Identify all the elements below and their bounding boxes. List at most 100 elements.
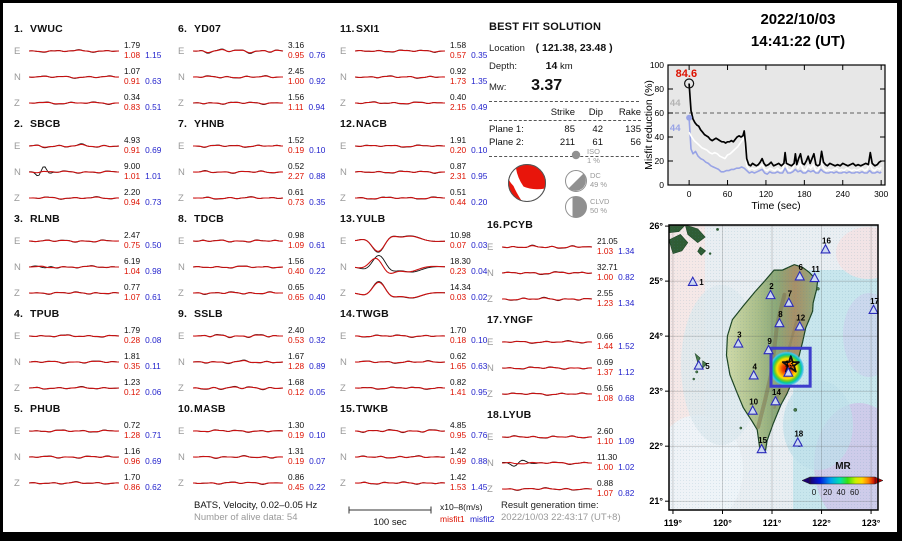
- trace-values: 2.45 1.00 0.92: [288, 67, 325, 86]
- waveform-trace: [193, 101, 284, 105]
- trace-values: 0.82 1.41 0.95: [450, 378, 487, 397]
- component-row-e: E 1.79 0.28 0.08: [14, 323, 174, 349]
- misfit-reduction-chart: 84.6 44 44 0 60 120 180 240 300 0 20 40 60 80 100 Time …: [643, 60, 889, 211]
- misfit1-value: 1.04: [124, 266, 141, 276]
- waveform-trace: [355, 281, 446, 299]
- search-region-box: [769, 346, 812, 388]
- trace-values: 2.20 0.94 0.73: [124, 188, 161, 207]
- waveform-trace: [355, 455, 446, 459]
- colorbar-tick-label: 0: [812, 488, 817, 497]
- misfit1-value: 1.41: [450, 387, 467, 397]
- y-tick-label: 0: [659, 180, 664, 190]
- waveform-trace: [502, 366, 593, 370]
- component-row-n: N 6.19 1.04 0.98: [14, 254, 174, 280]
- dc-icon: [565, 170, 587, 192]
- chart-annotation: 44: [670, 98, 681, 109]
- alive-data-count: Number of alive data: 54: [194, 512, 298, 524]
- peak-amplitude: 1.42: [450, 472, 467, 483]
- station-pcyb: 16.PCYB E 21.05 1.03 1.34 N 32.71 1.00 0.82 Z 2.55…: [487, 219, 647, 314]
- peak-amplitude: 0.82: [450, 377, 467, 388]
- component-label: Z: [340, 97, 346, 109]
- station-marker-4: [748, 369, 760, 380]
- map-lon-label: 119°: [664, 518, 683, 528]
- misfit2-value: 0.04: [471, 266, 488, 276]
- misfit1-value: 0.03: [450, 292, 467, 302]
- misfit2-value: 0.51: [145, 102, 162, 112]
- misfit1-value: 0.73: [288, 197, 305, 207]
- result-timestamp: 2022/10/03 22:43:17 (UT+8): [501, 512, 621, 524]
- component-label: E: [14, 45, 21, 57]
- station-sbcb: 2. SBCB E 4.93 0.91 0.69 N 9.00 1.01 1.01 Z 2.20 0.9…: [14, 118, 174, 213]
- trace-values: 1.42 0.99 0.88: [450, 447, 487, 466]
- component-row-e: E 2.60 1.10 1.09: [487, 424, 647, 450]
- component-row-n: N 1.56 0.40 0.22: [178, 254, 338, 280]
- waveform-trace: [502, 296, 593, 302]
- epicenter-star: [781, 355, 800, 373]
- waveform-trace: [29, 75, 120, 79]
- station-yd07: 6. YD07 E 3.16 0.95 0.76 N 2.45 1.00 0.92 Z 1.56 1.1…: [178, 23, 338, 118]
- station-title: 6. YD07: [178, 23, 222, 35]
- component-row-n: N 1.07 0.91 0.63: [14, 64, 174, 90]
- misfit1-value: 0.75: [124, 240, 141, 250]
- trace-values: 1.81 0.35 0.11: [124, 352, 161, 371]
- x-tick-label: 120: [759, 189, 773, 199]
- misfit1-value: 1.00: [288, 76, 305, 86]
- component-row-n: N 0.87 2.31 0.95: [340, 159, 500, 185]
- peak-amplitude: 1.07: [124, 66, 141, 77]
- colorbar-tick-label: 20: [823, 488, 832, 497]
- component-label: Z: [14, 192, 20, 204]
- time-scalebar: 100 sec: [348, 506, 432, 528]
- component-row-e: E 1.91 0.20 0.10: [340, 133, 500, 159]
- waveform-trace: [193, 359, 284, 365]
- component-label: E: [14, 330, 21, 342]
- misfit1-value: 0.83: [124, 102, 141, 112]
- map-lat-label: 21°: [649, 496, 663, 506]
- trace-values: 14.34 0.03 0.02: [450, 283, 487, 302]
- misfit1-value: 0.96: [124, 456, 141, 466]
- component-row-n: N 11.30 1.00 1.02: [487, 450, 647, 476]
- station-marker-16: [820, 243, 831, 254]
- component-label: Z: [14, 382, 20, 394]
- component-label: N: [14, 451, 21, 463]
- map-lat-label: 23°: [649, 386, 663, 396]
- waveform-trace: [193, 455, 284, 459]
- waveform-trace: [355, 360, 446, 364]
- station-number-label: 16: [822, 236, 831, 245]
- misfit1-value: 0.91: [124, 145, 141, 155]
- trace-values: 2.47 0.75 0.50: [124, 231, 161, 250]
- map-frame: [668, 224, 879, 511]
- peak-amplitude: 1.79: [124, 325, 141, 336]
- station-marker-6: [794, 270, 806, 281]
- data-info-footer: BATS, Velocity, 0.02–0.05 Hz Number of a…: [194, 500, 317, 525]
- misfit1-value: 1.53: [450, 482, 467, 492]
- misfit1-value: 1.44: [597, 341, 614, 351]
- trace-values: 0.86 0.45 0.22: [288, 473, 325, 492]
- misfit1-value: 1.08: [124, 50, 141, 60]
- component-label: E: [14, 235, 21, 247]
- trace-values: 1.42 1.53 1.45: [450, 473, 487, 492]
- misfit1-value: 1.09: [288, 240, 305, 250]
- peak-amplitude: 0.56: [597, 383, 614, 394]
- peak-amplitude: 2.47: [124, 230, 141, 241]
- station-marker-10: [747, 404, 759, 415]
- station-title: 13.YULB: [340, 213, 386, 225]
- misfit2-value: 0.94: [308, 102, 325, 112]
- waveform-trace: [193, 481, 284, 485]
- component-label: N: [340, 356, 347, 368]
- component-label: N: [178, 356, 185, 368]
- misfit1-value: 1.00: [597, 462, 614, 472]
- station-number-label: 6: [799, 263, 804, 272]
- peak-amplitude: 0.34: [124, 92, 141, 103]
- waveform-trace: [29, 166, 120, 177]
- location-value: ( 121.38, 23.48 ): [535, 42, 613, 54]
- divider: [489, 156, 639, 157]
- misfit1-value: 0.86: [124, 482, 141, 492]
- station-marker-3: [733, 337, 744, 348]
- waveform-trace: [502, 271, 593, 276]
- misfit1-value: 1.01: [124, 171, 141, 181]
- misfit2-value: 0.88: [471, 456, 488, 466]
- misfit2-value: 0.69: [145, 145, 162, 155]
- waveform-trace: [29, 429, 120, 433]
- waveform-trace: [193, 170, 284, 174]
- trace-values: 32.71 1.00 0.82: [597, 263, 634, 282]
